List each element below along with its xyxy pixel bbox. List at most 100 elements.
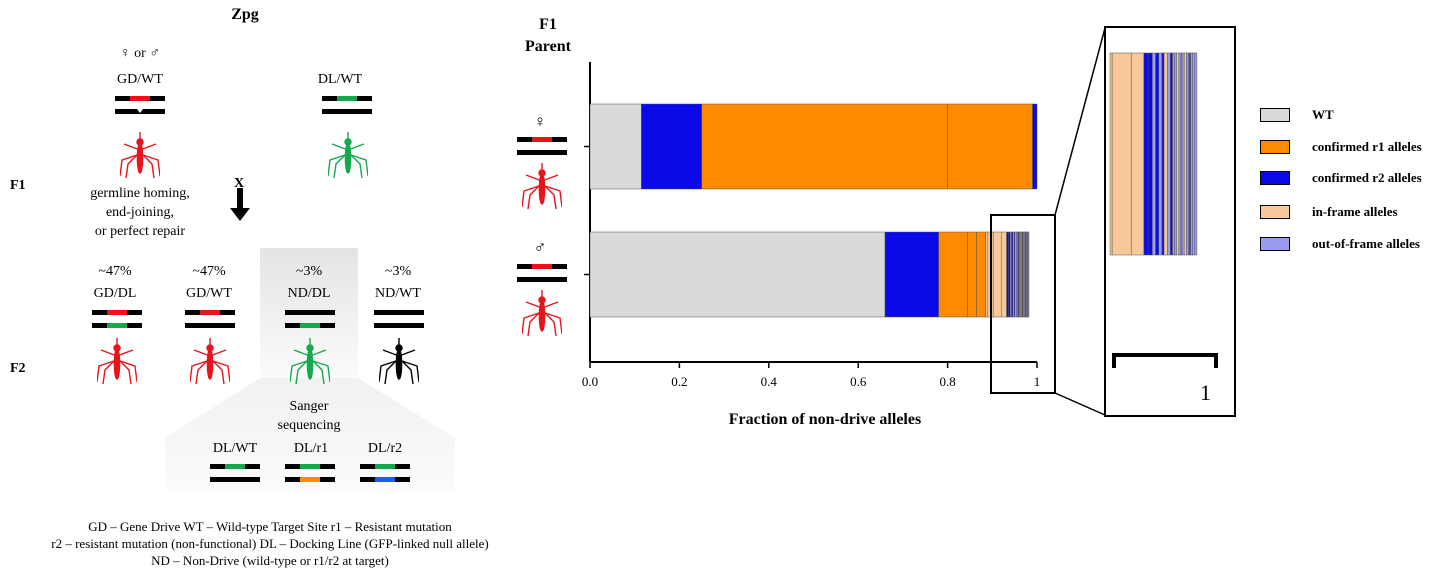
mosquito-icon — [96, 338, 138, 386]
row-label-f2: F2 — [10, 361, 26, 376]
process-text: germline homing, end-joining, or perfect… — [90, 186, 190, 239]
zoom-bar-segment — [1147, 52, 1153, 256]
offspring-genotype: GD/DL — [93, 286, 137, 301]
mosquito-icon — [521, 163, 563, 211]
zoom-connector-line — [1054, 392, 1106, 416]
mosquito-icon — [378, 338, 420, 386]
seq-result-label: DL/r1 — [293, 441, 329, 456]
cross-symbol: X — [234, 176, 245, 191]
zoom-bar-segment — [1192, 52, 1196, 256]
genotype-dl-wt — [210, 464, 260, 486]
x-tick-label: 1 — [1034, 374, 1041, 389]
bar-segment — [1027, 231, 1030, 318]
homing-arrow-icon — [136, 101, 144, 113]
bar-segment — [947, 103, 1033, 190]
zoom-bar-segment — [1155, 52, 1160, 256]
bar-segment — [985, 231, 989, 318]
genotype-nd-dl — [285, 310, 335, 332]
sex-symbol-label: ♀ or ♂ — [120, 46, 160, 61]
legend-swatch — [1260, 140, 1290, 154]
genotype-gd-wt — [185, 310, 235, 332]
footnotes: GD – Gene Drive WT – Wild-type Target Si… — [51, 519, 489, 568]
zoom-axis-label: 1 — [1200, 380, 1211, 405]
female-parent-symbol: ♀ — [533, 112, 547, 131]
row-label-f1: F1 — [10, 178, 26, 193]
zoom-bar-segment — [1158, 52, 1163, 256]
parent-gd-label: GD/WT — [117, 72, 163, 87]
mosquito-icon — [119, 132, 161, 180]
legend: WT confirmed r1 alleles confirmed r2 all… — [1260, 107, 1450, 258]
bar-segment — [992, 231, 1002, 318]
offspring-genotype: ND/DL — [287, 286, 331, 301]
x-tick-label: 0.4 — [761, 374, 778, 389]
diagram-title: Zpg — [231, 6, 259, 23]
zoom-bar-segment — [1190, 52, 1193, 256]
x-axis-label: Fraction of non-drive alleles — [728, 411, 922, 428]
offspring-genotype: ND/WT — [375, 286, 421, 301]
bar-segment — [1032, 103, 1038, 190]
bar-segment — [967, 231, 977, 318]
zoom-bar-segment — [1172, 52, 1175, 256]
legend-swatch — [1260, 205, 1290, 219]
genotype-dl-r1 — [285, 464, 335, 486]
x-tick-label: 0.6 — [850, 374, 867, 389]
zoom-bar-segment — [1163, 52, 1168, 256]
bar-segment — [1008, 231, 1011, 318]
zoom-bar-segment — [1111, 52, 1132, 256]
seq-result-label: DL/r2 — [367, 441, 403, 456]
bar-segment — [1006, 231, 1009, 318]
bar-segment — [1000, 231, 1007, 318]
zoom-bar-segment — [1152, 52, 1156, 256]
x-tick-label: 0.0 — [582, 374, 598, 389]
zoom-bar-segment — [1176, 52, 1180, 256]
bar-segment — [641, 103, 703, 190]
offspring-pct: ~3% — [295, 264, 323, 279]
bar-segment — [976, 231, 986, 318]
bar-segment — [589, 231, 886, 318]
bar-segment — [589, 103, 642, 190]
zoom-bar-segment — [1161, 52, 1165, 256]
mosquito-icon — [327, 132, 369, 180]
bar-segment — [701, 103, 948, 190]
genotype-gd-wt — [517, 264, 567, 286]
mosquito-icon — [189, 338, 231, 386]
zoom-bar-segment — [1178, 52, 1182, 256]
offspring-pct: ~47% — [98, 264, 132, 279]
male-parent-symbol: ♂ — [533, 238, 547, 257]
mosquito-icon — [521, 290, 563, 338]
legend-swatch — [1260, 237, 1290, 251]
zoom-selection-box — [990, 214, 1056, 394]
bar-segment — [884, 231, 939, 318]
legend-swatch — [1260, 171, 1290, 185]
x-tick-label: 0.8 — [939, 374, 955, 389]
zoom-bar-segment — [1170, 52, 1173, 256]
mosquito-icon — [289, 338, 331, 386]
zoom-bar-segment — [1166, 52, 1171, 256]
zoom-bar-segment — [1143, 52, 1149, 256]
offspring-genotype: GD/WT — [186, 286, 232, 301]
zoom-bar-segment — [1130, 52, 1145, 256]
zoom-bar-segment — [1183, 52, 1187, 256]
sequencing-text: Sanger sequencing — [277, 399, 341, 433]
chart-y-title: F1 Parent — [525, 16, 571, 55]
offspring-pct: ~47% — [192, 264, 226, 279]
sequencing-highlight — [165, 378, 455, 490]
legend-swatch — [1260, 108, 1290, 122]
seq-result-label: DL/WT — [212, 441, 258, 456]
down-arrow-icon — [230, 188, 250, 222]
genotype-nd-wt — [374, 310, 424, 332]
offspring-pct: ~3% — [384, 264, 412, 279]
genotype-gd-dl — [92, 310, 142, 332]
genotype-dl-r2 — [360, 464, 410, 486]
bar-segment — [938, 231, 968, 318]
genotype-dl-wt — [322, 96, 372, 118]
parent-dl-label: DL/WT — [317, 72, 363, 87]
genotype-gd-wt — [517, 137, 567, 159]
zoom-bar-segment — [1194, 52, 1198, 256]
zoom-bar-segment — [1181, 52, 1185, 256]
zoom-panel — [1104, 26, 1236, 417]
zoom-connector-line — [1054, 27, 1106, 216]
zoom-bar-segment — [1109, 52, 1113, 256]
x-tick-label: 0.2 — [671, 374, 687, 389]
